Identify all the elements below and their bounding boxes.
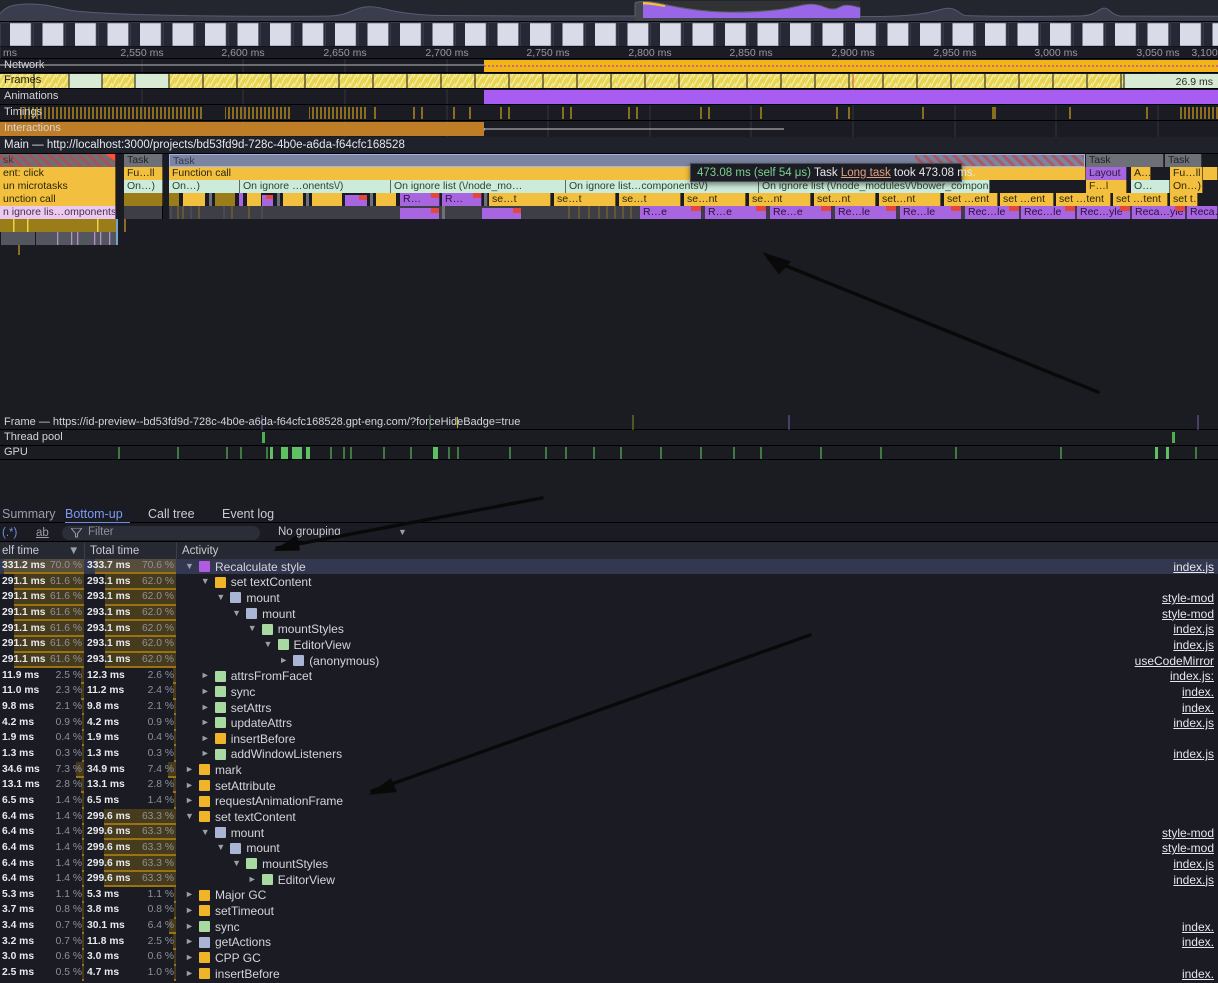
svg-text:ms: ms bbox=[3, 47, 17, 59]
svg-text:2,550 ms: 2,550 ms bbox=[120, 47, 163, 59]
svg-text:2,900 ms: 2,900 ms bbox=[831, 47, 874, 59]
svg-text:26.9 ms: 26.9 ms bbox=[1176, 76, 1213, 88]
svg-text:3,050 ms: 3,050 ms bbox=[1136, 47, 1179, 59]
svg-text:2,750 ms: 2,750 ms bbox=[526, 47, 569, 59]
svg-text:2,850 ms: 2,850 ms bbox=[729, 47, 772, 59]
svg-text:2,800 ms: 2,800 ms bbox=[628, 47, 671, 59]
svg-text:3,100 ms: 3,100 ms bbox=[1191, 47, 1218, 59]
svg-text:3,000 ms: 3,000 ms bbox=[1034, 47, 1077, 59]
svg-text:2,700 ms: 2,700 ms bbox=[425, 47, 468, 59]
svg-text:2,600 ms: 2,600 ms bbox=[221, 47, 264, 59]
svg-text:2,950 ms: 2,950 ms bbox=[933, 47, 976, 59]
svg-text:2,650 ms: 2,650 ms bbox=[323, 47, 366, 59]
